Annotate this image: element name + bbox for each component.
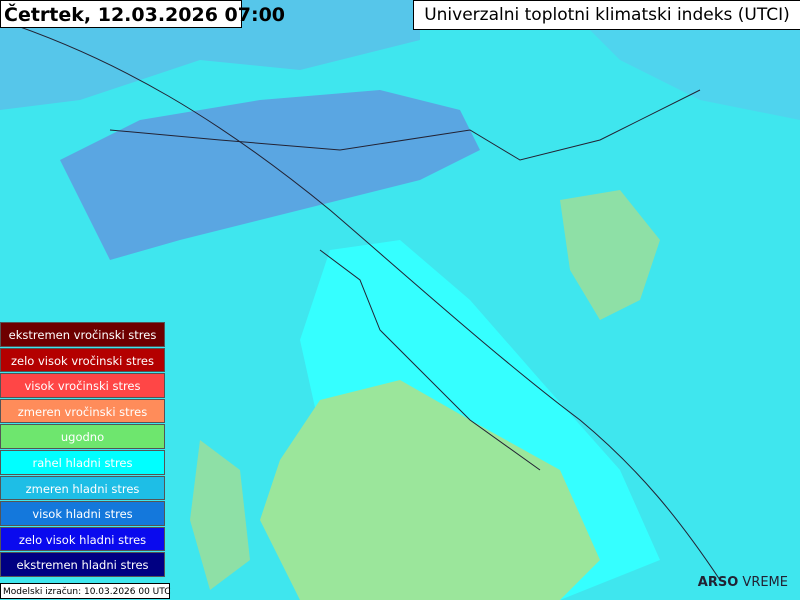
legend-item: zmeren vročinski stres bbox=[0, 398, 165, 424]
legend-item: ugodno bbox=[0, 424, 165, 449]
title: Četrtek, 12.03.2026 07:00 bbox=[0, 0, 285, 28]
logo-product: VREME bbox=[742, 575, 788, 590]
alps bbox=[60, 90, 480, 260]
legend-item: zelo visok hladni stres bbox=[0, 526, 165, 552]
legend-item: zmeren hladni stres bbox=[0, 475, 165, 501]
legend-item: rahel hladni stres bbox=[0, 449, 165, 475]
pannonia-green bbox=[560, 190, 660, 320]
legend-item: ekstremen vročinski stres bbox=[0, 322, 165, 347]
south-italy-green bbox=[260, 380, 600, 600]
logo-brand: ARSO bbox=[697, 575, 739, 590]
legend-item: ekstremen hladni stres bbox=[0, 552, 165, 577]
legend-item: zelo visok vročinski stres bbox=[0, 347, 165, 373]
border bbox=[109, 89, 701, 161]
legend: ekstremen vročinski stres zelo visok vroč… bbox=[0, 322, 165, 578]
legend-item: visok vročinski stres bbox=[0, 373, 165, 398]
subtitle: Univerzalni toplotni klimatski indeks (U… bbox=[413, 0, 800, 30]
tyrrhenian-green bbox=[190, 440, 250, 590]
east-relief bbox=[560, 0, 800, 120]
footer-note: Modelski izračun: 10.03.2026 00 UTC bbox=[0, 583, 171, 599]
logo: ARSO VREME bbox=[698, 575, 788, 590]
legend-item: visok hladni stres bbox=[0, 501, 165, 526]
coastline bbox=[319, 249, 541, 471]
border bbox=[0, 19, 721, 581]
